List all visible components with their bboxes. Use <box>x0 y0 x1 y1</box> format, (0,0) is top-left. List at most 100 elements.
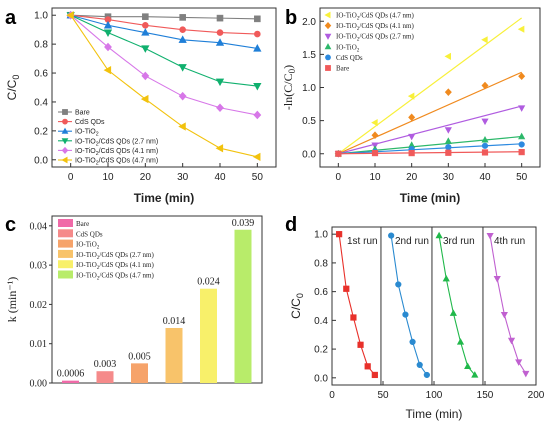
b-data-point <box>408 113 416 122</box>
a-data-point <box>178 91 187 101</box>
b-ytick-label: 2.0 <box>302 17 316 28</box>
b-data-point <box>444 88 452 96</box>
b-xtick-label: 40 <box>479 172 491 183</box>
d-run-line <box>489 235 527 374</box>
d-data-point <box>456 338 465 345</box>
b-legend-label: IO-TiO2/CdS QDs (4.7 nm) <box>336 12 414 22</box>
a-legend-label: IO-TiO2/CdS QDs (2.7 nm) <box>75 138 158 147</box>
d-data-point <box>402 311 409 318</box>
b-legend-label: IO-TiO2/CdS QDs (4.1 nm) <box>336 22 414 32</box>
b-data-point <box>517 25 525 33</box>
a-data-point <box>103 66 112 75</box>
c-legend-swatch <box>58 239 73 248</box>
c-ytick-label: 0.01 <box>30 339 48 350</box>
b-fit-line <box>338 143 522 155</box>
d-xtick-label: 50 <box>377 390 389 401</box>
d-run-line <box>390 235 428 376</box>
a-data-point <box>103 20 113 29</box>
b-data-point <box>518 148 525 156</box>
b-legend-label: IO-TiO2/CdS QDs (2.7 nm) <box>336 33 414 43</box>
d-data-point <box>350 314 357 321</box>
a-data-point <box>253 82 262 91</box>
c-legend-label: IO-TiO2/CdS QDs (4.1 nm) <box>76 261 154 271</box>
d-data-point <box>449 309 457 316</box>
d-xtick-label: 200 <box>528 390 545 401</box>
panel-label-c: c <box>5 214 16 236</box>
d-data-point <box>471 371 479 378</box>
a-legend-marker <box>61 138 69 145</box>
b-data-point <box>444 127 452 134</box>
a-xtick-label: 10 <box>102 172 114 183</box>
a-data-point <box>252 152 261 162</box>
a-data-point <box>253 44 262 52</box>
c-legend-swatch <box>58 219 73 227</box>
a-legend-marker <box>61 156 68 164</box>
a-series-line <box>70 14 258 50</box>
b-ytick-label: 0.5 <box>302 116 316 127</box>
b-data-point <box>481 149 489 156</box>
b-xlabel: Time (min) <box>400 191 460 205</box>
a-data-point <box>215 38 225 46</box>
c-bar <box>165 327 183 383</box>
c-legend-label: CdS QDs <box>76 230 103 238</box>
d-data-point <box>395 281 402 288</box>
d-ytick-label: 0.0 <box>314 373 328 384</box>
b-data-point <box>444 52 452 60</box>
a-legend-label: IO-TiO2/CdS QDs (4.1 nm) <box>75 148 158 157</box>
a-data-point <box>179 26 186 33</box>
b-data-point <box>481 36 488 44</box>
d-data-point <box>371 371 378 379</box>
b-data-point <box>335 150 342 157</box>
c-legend-label: IO-TiO2/CdS QDs (2.7 nm) <box>76 251 154 261</box>
b-data-point <box>481 142 489 149</box>
d-ytick-label: 0.8 <box>314 258 328 269</box>
b-data-point <box>518 72 526 81</box>
a-series-line <box>70 14 258 35</box>
c-bar-value-label: 0.0006 <box>57 369 85 380</box>
d-data-point <box>522 370 530 378</box>
b-xtick-label: 0 <box>336 172 342 183</box>
d-run-label: 1st run <box>347 236 378 247</box>
a-data-point <box>216 14 224 22</box>
b-data-point <box>481 135 489 143</box>
b-fit-line <box>338 71 522 155</box>
c-bar <box>96 371 114 383</box>
a-xtick-label: 50 <box>252 172 264 183</box>
d-data-point <box>423 371 430 379</box>
a-data-point <box>254 15 261 23</box>
d-data-point <box>357 341 364 348</box>
b-legend-marker <box>325 65 331 71</box>
c-bar <box>131 363 148 383</box>
a-legend-marker <box>62 109 68 115</box>
a-data-point <box>141 28 150 36</box>
a-xlabel: Time (min) <box>134 191 194 205</box>
a-data-point <box>141 71 150 81</box>
b-data-point <box>481 118 489 126</box>
d-run-label: 4th run <box>494 236 525 247</box>
d-data-point <box>507 337 516 345</box>
a-series-line <box>70 14 258 20</box>
d-data-point <box>336 231 343 238</box>
d-ytick-label: 1.0 <box>314 230 328 241</box>
b-data-point <box>518 141 525 148</box>
d-data-point <box>364 363 371 370</box>
a-xtick-label: 0 <box>68 172 74 183</box>
d-xlabel: Time (min) <box>406 407 463 421</box>
c-legend-swatch <box>58 270 73 279</box>
a-data-point <box>216 29 224 36</box>
b-fit-line <box>338 151 522 155</box>
a-data-point <box>215 78 225 87</box>
a-data-point <box>66 11 74 20</box>
b-xtick-label: 30 <box>443 172 455 183</box>
a-ytick-label: 0.0 <box>34 155 48 166</box>
b-data-point <box>408 149 415 157</box>
b-data-point <box>445 149 452 156</box>
d-data-point <box>435 231 443 239</box>
b-xtick-label: 50 <box>516 172 528 183</box>
c-bar-value-label: 0.024 <box>197 277 220 288</box>
a-plot-frame <box>51 7 277 168</box>
a-series-line <box>70 14 258 158</box>
b-legend-label: CdS QDs <box>336 54 363 62</box>
a-series-line <box>70 14 258 87</box>
a-ytick-label: 0.6 <box>34 69 48 80</box>
